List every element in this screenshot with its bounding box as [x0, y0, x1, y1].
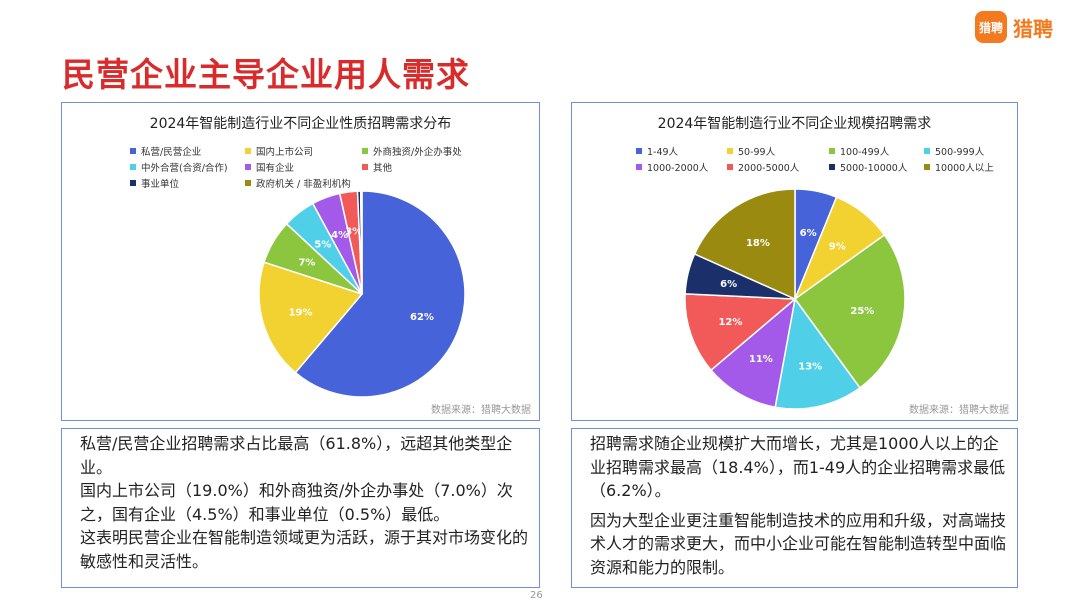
legend-item: 2000-5000人	[727, 160, 799, 174]
legend-item: 中外合营(合资/合作)	[130, 160, 228, 174]
legend-label: 100-499人	[840, 147, 890, 158]
page-number: 26	[530, 590, 543, 601]
slice-data-label: 7%	[298, 258, 315, 269]
slice-data-label: 62%	[410, 312, 434, 323]
legend-swatch	[924, 164, 930, 170]
legend-swatch	[636, 164, 642, 170]
legend-swatch	[924, 148, 930, 154]
legend-item: 政府机关 / 非盈利机构	[245, 176, 351, 190]
pie-slice	[294, 190, 466, 398]
note-paragraph: 这表明民营企业在智能制造领域更为活跃，源于其对市场变化的敏感性和灵活性。	[80, 528, 529, 571]
legend-swatch	[362, 164, 368, 170]
legend-item: 50-99人	[727, 144, 775, 158]
pie-slice	[693, 188, 796, 301]
data-source: 数据来源：猎聘大数据	[431, 405, 531, 416]
slice-data-label: 5%	[314, 240, 331, 251]
legend-item: 1000-2000人	[636, 160, 708, 174]
legend-item: 外商独资/外企办事处	[362, 144, 462, 158]
legend-label: 1-49人	[647, 147, 679, 158]
slice-data-label: 25%	[850, 306, 874, 317]
note-paragraph: 因为大型企业更注重智能制造技术的应用和升级，对高端技术人才的需求更大，而中小企业…	[590, 510, 1007, 577]
note-paragraph: 招聘需求随企业规模扩大而增长，尤其是1000人以上的企业招聘需求最高（18.4%…	[590, 434, 1006, 500]
liepin-logo: 猎聘 猎聘	[975, 10, 1070, 44]
legend-swatch	[636, 148, 642, 154]
legend-item: 5000-10000人	[829, 160, 907, 174]
pie-chart: 6% 9% 25% 13% 11% 12% 6% 18%	[684, 188, 906, 410]
legend-swatch	[727, 164, 733, 170]
legend-label: 私营/民营企业	[141, 147, 202, 158]
slice-data-label: 6%	[800, 228, 817, 239]
slice-data-label: 6%	[720, 279, 737, 290]
page-title: 民营企业主导企业用人需求	[62, 55, 470, 94]
legend-swatch	[362, 148, 368, 154]
legend-label: 10000人以上	[935, 163, 994, 174]
legend-item: 10000人以上	[924, 160, 994, 174]
analysis-note-ownership: 私营/民营企业招聘需求占比最高（61.8%），远超其他类型企业。 国内上市公司（…	[61, 428, 540, 588]
slice-data-label: 12%	[718, 317, 742, 328]
legend-label: 其他	[373, 163, 393, 174]
chart-title: 2024年智能制造行业不同企业规模招聘需求	[657, 116, 932, 132]
data-source: 数据来源：猎聘大数据	[909, 405, 1009, 416]
legend-swatch	[245, 180, 251, 186]
legend-swatch	[245, 164, 251, 170]
chart-panel-company-size: 2024年智能制造行业不同企业规模招聘需求 1-49人 50-99人 100-499…	[571, 102, 1018, 421]
chart-legend: 1-49人 50-99人 100-499人 500-999人 1000-2000人 200…	[572, 103, 1017, 420]
logo-mark-icon: 猎聘	[975, 11, 1007, 43]
pie-slice	[684, 293, 797, 372]
legend-item: 事业单位	[130, 176, 179, 190]
chart-panel-ownership: 2024年智能制造行业不同企业性质招聘需求分布 私营/民营企业 国内上市公司 外商独…	[61, 102, 540, 421]
legend-item: 私营/民营企业	[130, 144, 201, 158]
legend-item: 500-999人	[924, 144, 984, 158]
analysis-note-company-size: 招聘需求随企业规模扩大而增长，尤其是1000人以上的企业招聘需求最高（18.4%…	[571, 428, 1018, 588]
pie-slice	[359, 190, 363, 295]
legend-label: 5000-10000人	[840, 163, 908, 174]
legend-swatch	[829, 164, 835, 170]
slice-data-label: 13%	[798, 361, 822, 372]
legend-label: 外商独资/外企办事处	[373, 147, 462, 158]
legend-item: 100-499人	[829, 144, 889, 158]
logo-text: 猎聘	[1013, 16, 1053, 41]
pie-chart: 62% 19% 7% 5%4%3%	[258, 190, 466, 398]
pie-slice	[258, 261, 364, 374]
legend-swatch	[130, 164, 136, 170]
legend-label: 中外合营(合资/合作)	[141, 163, 228, 174]
slice-data-label: 19%	[289, 307, 313, 318]
legend-item: 国内上市公司	[245, 144, 313, 158]
legend-label: 政府机关 / 非盈利机构	[256, 179, 351, 190]
pie-slice	[774, 297, 861, 410]
note-paragraph: 私营/民营企业招聘需求占比最高（61.8%），远超其他类型企业。	[80, 434, 513, 477]
legend-label: 500-999人	[935, 147, 985, 158]
legend-item: 其他	[362, 160, 392, 174]
slice-data-label: 3%	[345, 227, 362, 238]
legend-swatch	[130, 180, 136, 186]
slice-data-label: 4%	[331, 230, 348, 241]
slice-data-label: 9%	[829, 241, 846, 252]
legend-label: 国有企业	[256, 163, 295, 174]
chart-legend: 私营/民营企业 国内上市公司 外商独资/外企办事处中外合营(合资/合作) 国有企业 其他…	[62, 103, 539, 420]
pie-slice	[793, 233, 906, 389]
slice-data-label: 18%	[746, 238, 770, 249]
legend-swatch	[130, 148, 136, 154]
legend-label: 1000-2000人	[647, 163, 709, 174]
legend-swatch	[245, 148, 251, 154]
legend-label: 国内上市公司	[256, 147, 314, 158]
legend-item: 国有企业	[245, 160, 294, 174]
note-paragraph: 国内上市公司（19.0%）和外商独资/外企办事处（7.0%）次之，国有企业（4.…	[80, 481, 513, 524]
legend-label: 50-99人	[738, 147, 776, 158]
legend-item: 1-49人	[636, 144, 678, 158]
legend-swatch	[829, 148, 835, 154]
pie-slice	[709, 297, 797, 409]
legend-swatch	[727, 148, 733, 154]
slice-data-label: 11%	[749, 354, 773, 365]
chart-title: 2024年智能制造行业不同企业性质招聘需求分布	[149, 116, 452, 132]
legend-label: 2000-5000人	[738, 163, 800, 174]
legend-label: 事业单位	[141, 179, 180, 190]
